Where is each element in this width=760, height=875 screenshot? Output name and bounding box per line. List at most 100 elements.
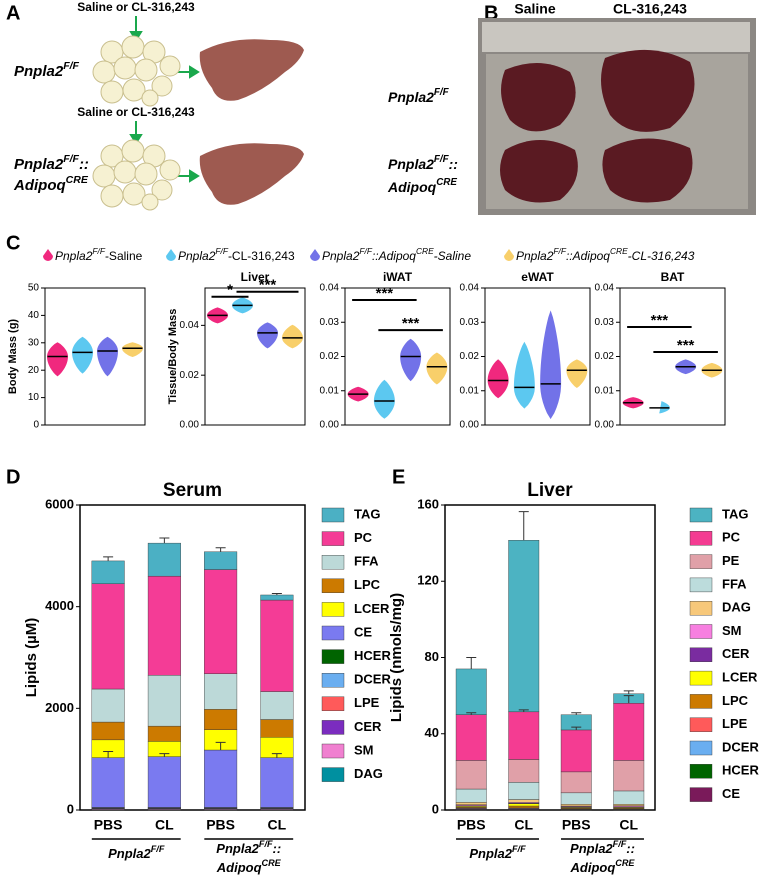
legend-label: DAG [354, 766, 383, 781]
bar-segment [560, 792, 592, 805]
y-tick-label: 0 [33, 420, 39, 431]
x-tick-label: CL [514, 817, 533, 833]
y-tick-label: 80 [425, 649, 439, 664]
bar-segment [204, 551, 238, 570]
violin [97, 336, 118, 377]
text-part: Pnpla2 [178, 249, 216, 263]
legend-label: PC [722, 530, 741, 545]
text-part: F/F [434, 154, 450, 165]
y-tick-label: 40 [28, 310, 40, 321]
violin [373, 379, 395, 419]
error-bar [159, 537, 170, 544]
bar-segment [455, 802, 487, 805]
legend-label: CER [354, 719, 382, 734]
legend-label: CER [722, 646, 750, 661]
violin [513, 341, 535, 409]
chart-title: iWAT [383, 270, 413, 284]
text-part: F/F [63, 153, 79, 165]
liver-icon [199, 143, 304, 205]
legend-swatch [321, 625, 345, 641]
legend-label: FFA [722, 576, 747, 591]
y-tick-label: 0 [67, 801, 74, 816]
legend-swatch [689, 507, 713, 523]
y-tick-label: 20 [28, 365, 40, 376]
legend-label: CE [722, 786, 740, 801]
text-part: Adipoq [216, 860, 262, 875]
text-part: F/F [359, 246, 372, 256]
legend-swatch [321, 555, 345, 570]
text-part: -CL-316,243 [228, 249, 295, 263]
legend-label: LPE [354, 695, 380, 710]
violin [281, 324, 304, 349]
legend-label: LCER [722, 670, 758, 685]
error-bar [623, 695, 634, 704]
x-tick-label: PBS [94, 817, 123, 833]
text-part: Pnpla2 [216, 841, 259, 856]
legend-swatch [321, 696, 345, 711]
significance-label: *** [677, 337, 695, 354]
bar-segment [147, 675, 181, 727]
legend-label: Pnpla2F/F::AdipoqCRE-Saline [322, 246, 471, 263]
bar-segment [204, 569, 238, 674]
legend-label: CE [354, 624, 372, 639]
text-part: Pnpla2 [55, 249, 93, 263]
genotype-label: AdipoqCRE [216, 858, 282, 875]
violin [121, 342, 144, 358]
y-axis-label: Lipids (nmols/mg) [388, 593, 405, 722]
error-bar [571, 712, 582, 715]
y-tick-label: 160 [417, 496, 439, 511]
violin [72, 336, 93, 374]
genotype-label: Pnpla2F/F [14, 60, 80, 80]
plot-frame [204, 287, 306, 426]
legend-label: TAG [722, 506, 748, 521]
text-part: F/F [151, 844, 165, 854]
bar-segment [560, 729, 592, 773]
bar-segment [508, 711, 540, 760]
panel-label: E [392, 466, 405, 488]
plot-frame [484, 287, 591, 426]
error-bar [518, 709, 529, 712]
error-bar [103, 751, 114, 758]
arrows [129, 16, 200, 183]
y-tick-label: 10 [28, 392, 40, 403]
legend-swatch [689, 694, 713, 709]
x-tick-label: PBS [206, 817, 235, 833]
legend-swatch [689, 577, 713, 593]
chart-title: Liver [527, 480, 573, 501]
y-tick-label: 0.03 [320, 317, 340, 328]
legend-swatch [689, 531, 713, 546]
legend-swatch [321, 720, 345, 735]
text-part: Adipoq [570, 860, 616, 875]
y-tick-label: 0.04 [595, 283, 615, 294]
legend-label: LPC [354, 577, 381, 592]
x-tick-label: CL [155, 817, 174, 833]
text-part: CRE [610, 246, 628, 256]
legend-swatch [689, 670, 713, 686]
x-tick-label: CL [268, 817, 287, 833]
legend-swatch [321, 531, 345, 546]
text-part: F/F [434, 87, 450, 98]
photo-column: CL-316,243 [613, 1, 687, 17]
text-part: CRE [615, 858, 635, 868]
legend-label: LPC [722, 693, 749, 708]
legend-swatch [689, 764, 713, 779]
bar-segment [613, 703, 645, 761]
text-part: ::Adipoq [566, 249, 610, 263]
y-tick-label: 0.03 [460, 317, 480, 328]
legend-swatch [689, 601, 713, 616]
treatment-label: Saline or CL-316,243 [77, 0, 195, 14]
text-part: -Saline [105, 249, 143, 263]
violin [256, 322, 279, 349]
y-tick-label: 0.00 [595, 420, 615, 431]
bar-segment [260, 594, 294, 601]
legend-label: SM [354, 742, 374, 757]
error-bar [159, 753, 170, 757]
legend-label: LCER [354, 601, 390, 616]
error-bar [103, 556, 114, 561]
legend-label: LPE [722, 716, 748, 731]
bar-segment [204, 749, 238, 808]
significance-label: *** [402, 315, 420, 332]
bar-segment [204, 673, 238, 710]
genotype-label: Pnpla2F/F:: [388, 154, 458, 172]
